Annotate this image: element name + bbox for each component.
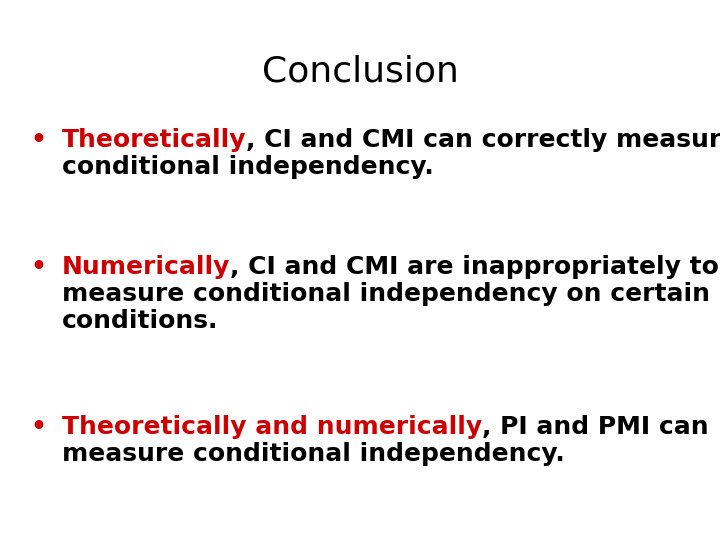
Text: •: • [30, 415, 46, 439]
Text: , CI and CMI can correctly measure: , CI and CMI can correctly measure [246, 128, 720, 152]
Text: conditional independency.: conditional independency. [62, 155, 433, 179]
Text: •: • [30, 255, 46, 279]
Text: measure conditional independency on certain: measure conditional independency on cert… [62, 282, 710, 306]
Text: , PI and PMI can: , PI and PMI can [482, 415, 708, 439]
Text: , CI and CMI are inappropriately to: , CI and CMI are inappropriately to [230, 255, 719, 279]
Text: Theoretically: Theoretically [62, 128, 246, 152]
Text: Theoretically and numerically: Theoretically and numerically [62, 415, 482, 439]
Text: measure conditional independency.: measure conditional independency. [62, 442, 564, 466]
Text: •: • [30, 128, 46, 152]
Text: Numerically: Numerically [62, 255, 230, 279]
Text: Conclusion: Conclusion [261, 55, 459, 89]
Text: conditions.: conditions. [62, 309, 218, 333]
